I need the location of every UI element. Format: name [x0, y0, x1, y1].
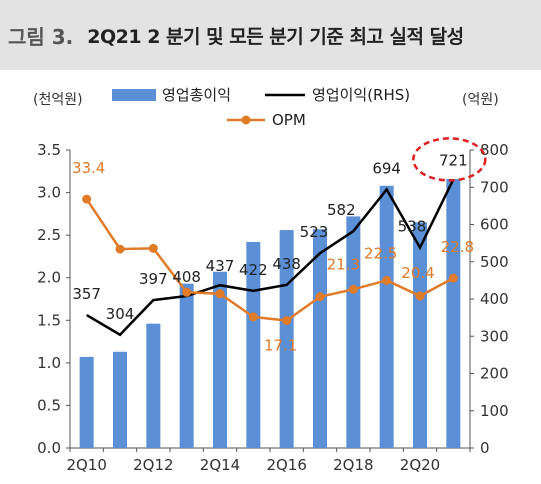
bar-2Q12	[146, 323, 161, 448]
bar-2Q10	[79, 356, 94, 448]
legend-label-profit: 영업이익(RHS)	[312, 86, 410, 104]
bar-2Q20	[413, 222, 427, 448]
right-tick-label: 200	[480, 365, 509, 383]
opm-point-2Q12	[148, 243, 158, 253]
opm-label: 20.4	[401, 264, 434, 282]
operating-profit-label: 523	[300, 223, 329, 241]
operating-profit-line	[86, 178, 455, 337]
opm-point-2Q17	[315, 292, 325, 302]
right-tick-label: 500	[480, 253, 509, 271]
bar-2Q13	[179, 283, 194, 448]
right-tick-label: 600	[480, 216, 509, 234]
opm-point-2Q21	[448, 273, 458, 283]
x-tick-label: 2Q16	[266, 456, 306, 474]
opm-label: 22.8	[441, 238, 474, 256]
bar-2Q11	[113, 351, 127, 448]
x-tick-label: 2Q12	[133, 456, 173, 474]
operating-profit-label: 357	[72, 285, 101, 303]
bar-2Q21	[446, 178, 461, 448]
right-axis-unit: (억원)	[462, 92, 499, 108]
opm-label: 33.4	[72, 159, 105, 177]
legend-group: 영업총이익 영업이익(RHS) OPM	[112, 86, 410, 129]
operating-profit-chart: 0.0 0.5 1.0 1.5 2.0 2.5 3.0 3.5 0 100 200 300 400 500…	[33, 86, 509, 474]
right-tick-label: 800	[480, 141, 509, 159]
opm-point-2Q11	[115, 244, 125, 254]
figure-label: 그림 3.	[8, 24, 74, 49]
operating-profit-label: 582	[327, 201, 356, 219]
legend-marker-opm	[241, 115, 251, 125]
opm-point-2Q18	[348, 284, 358, 294]
opm-point-2Q16	[282, 316, 292, 326]
left-tick-label: 3.5	[37, 141, 61, 159]
bar-2Q14	[213, 271, 227, 448]
opm-label: 22.5	[364, 244, 397, 262]
left-tick-label: 2.5	[37, 226, 61, 244]
x-tick-label: 2Q10	[66, 456, 106, 474]
bar-2Q18	[346, 216, 361, 448]
right-tick-label: 100	[480, 402, 509, 420]
operating-profit-label: 438	[272, 255, 301, 273]
operating-profit-label: 397	[139, 270, 168, 288]
operating-profit-label: 721	[439, 151, 468, 169]
operating-profit-label: 304	[106, 305, 135, 323]
left-tick-label: 0.0	[37, 439, 61, 457]
left-tick-label: 3.0	[37, 184, 61, 202]
left-tick-label: 1.0	[37, 354, 61, 372]
operating-profit-label: 422	[239, 261, 268, 279]
right-tick-label: 400	[480, 290, 509, 308]
right-tick-label: 700	[480, 178, 509, 196]
axes-group: 0.0 0.5 1.0 1.5 2.0 2.5 3.0 3.5 0 100 200 300 400 500…	[33, 92, 509, 474]
opm-line	[85, 198, 454, 322]
latest-quarter-highlight	[412, 137, 487, 182]
left-tick-label: 0.5	[37, 396, 61, 414]
left-axis-unit: (천억원)	[33, 92, 83, 108]
opm-point-2Q14	[215, 289, 225, 299]
opm-point-2Q10	[82, 194, 92, 204]
figure-title: 2Q21 2 분기 및 모든 분기 기준 최고 실적 달성	[87, 25, 464, 48]
figure-header: 그림 3. 2Q21 2 분기 및 모든 분기 기준 최고 실적 달성	[0, 0, 541, 70]
operating-profit-label: 408	[172, 268, 201, 286]
bar-2Q15	[246, 241, 261, 448]
left-tick-label: 1.5	[37, 311, 61, 329]
operating-profit-label: 538	[398, 218, 427, 236]
opm-point-2Q15	[248, 312, 258, 322]
x-tick-label: 2Q14	[200, 456, 240, 474]
operating-profit-label: 437	[206, 257, 235, 275]
bar-2Q19	[379, 185, 394, 448]
bars-group	[79, 178, 461, 448]
x-tick-label: 2Q18	[333, 456, 373, 474]
opm-label: 21.3	[327, 255, 360, 273]
opm-point-2Q20	[415, 291, 425, 301]
x-tick-label: 2Q20	[400, 456, 440, 474]
left-tick-label: 2.0	[37, 269, 61, 287]
opm-point-2Q13	[182, 287, 192, 297]
right-tick-label: 300	[480, 327, 509, 345]
legend-swatch-bars	[112, 89, 156, 101]
bar-2Q17	[313, 229, 327, 448]
operating-profit-label: 694	[372, 159, 401, 177]
right-tick-label: 0	[480, 439, 490, 457]
legend-label-bars: 영업총이익	[162, 86, 231, 104]
opm-point-2Q19	[382, 275, 392, 285]
opm-label: 17.1	[264, 337, 297, 355]
legend-label-opm: OPM	[272, 111, 306, 129]
lines-group	[82, 178, 458, 337]
